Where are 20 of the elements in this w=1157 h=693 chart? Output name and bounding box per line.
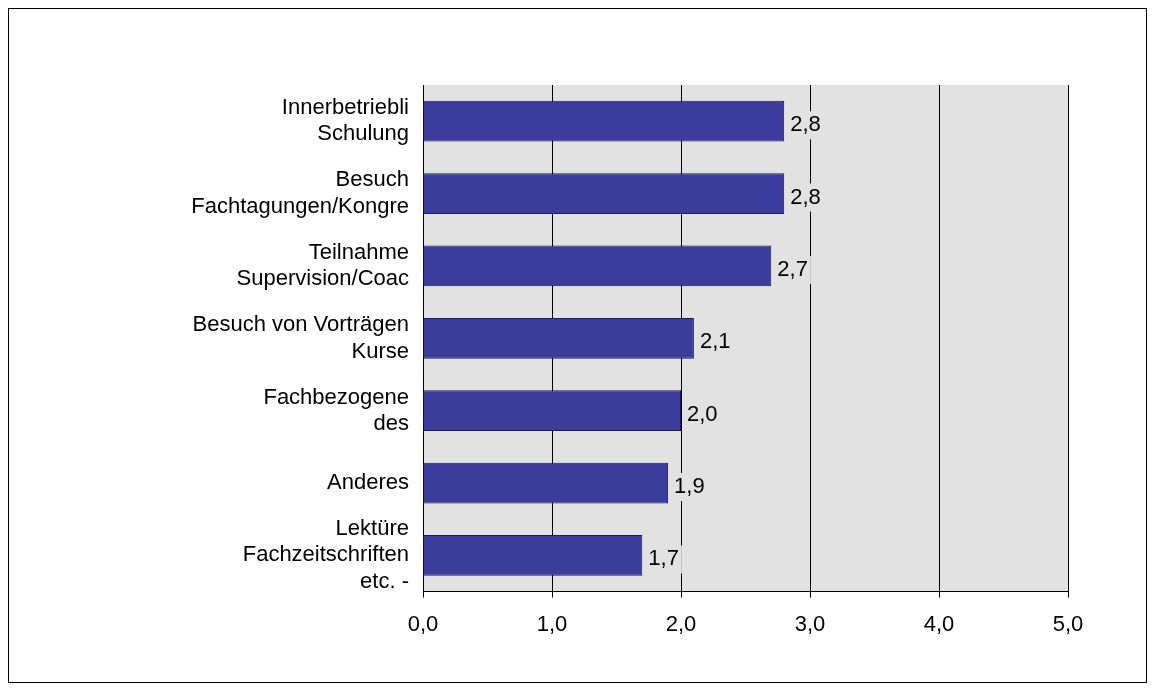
x-tick-label: 0,0: [407, 610, 439, 636]
x-tick-label: 4,0: [923, 610, 955, 636]
data-label: 2,1: [699, 328, 731, 354]
data-label: 2,7: [777, 255, 808, 281]
y-tick-label: Lektüre Fachzeitschriften etc. -: [242, 515, 409, 593]
x-tick-label: 1,0: [536, 610, 568, 636]
y-tick-label: Innerbetriebli Schulung: [281, 94, 409, 146]
x-tick-label: 3,0: [794, 610, 826, 636]
data-label: 2,8: [790, 111, 821, 137]
data-label: 1,7: [648, 545, 679, 571]
y-tick-label: Besuch Fachtagungen/Kongre: [191, 166, 409, 218]
y-tick-label: Besuch von Vorträgen Kurse: [192, 311, 409, 363]
data-label: 2,8: [790, 183, 821, 209]
data-label: 2,0: [687, 400, 718, 426]
y-tick-label: Fachbezogene des: [263, 383, 409, 435]
x-tick-label: 2,0: [665, 610, 697, 636]
y-tick-label: Teilnahme Supervision/Coac: [236, 238, 409, 291]
data-label: 1,9: [674, 473, 705, 499]
x-tick-label: 5,0: [1052, 610, 1084, 636]
y-tick-label: Anderes: [327, 469, 409, 495]
